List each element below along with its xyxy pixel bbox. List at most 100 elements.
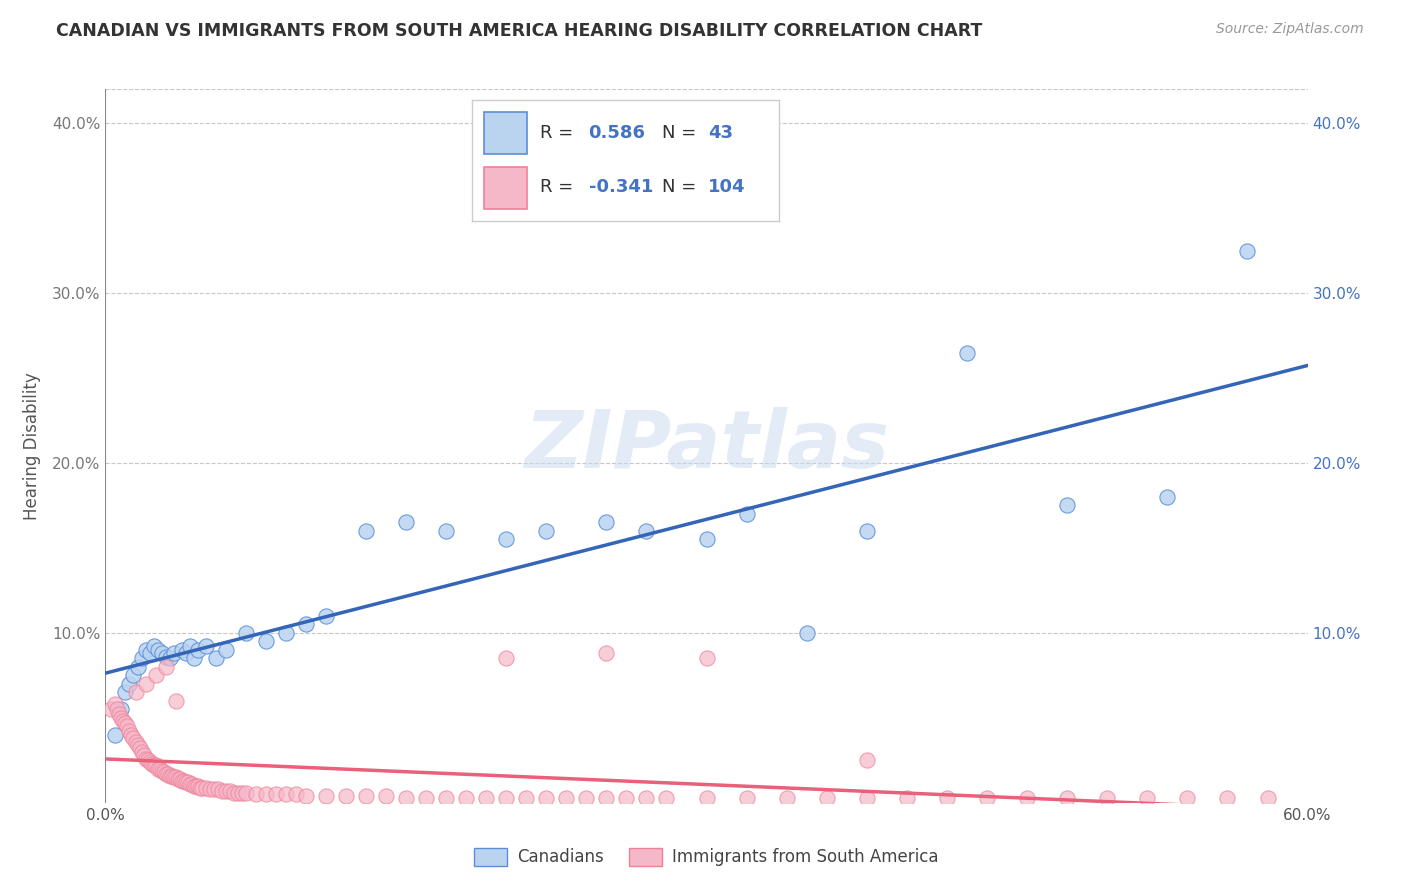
Point bbox=[374, 789, 398, 803]
Point bbox=[284, 787, 307, 801]
Point bbox=[198, 782, 221, 797]
Point bbox=[1236, 244, 1258, 258]
Point bbox=[121, 728, 143, 742]
Point bbox=[146, 762, 169, 776]
Point bbox=[150, 646, 173, 660]
Point bbox=[118, 724, 141, 739]
Point bbox=[166, 772, 188, 786]
Point bbox=[315, 608, 337, 623]
Point bbox=[776, 790, 799, 805]
Point bbox=[127, 738, 149, 752]
Point bbox=[1097, 790, 1119, 805]
Point bbox=[117, 719, 139, 733]
Point bbox=[152, 765, 174, 780]
Text: Source: ZipAtlas.com: Source: ZipAtlas.com bbox=[1216, 22, 1364, 37]
Point bbox=[495, 790, 517, 805]
Point bbox=[264, 787, 287, 801]
Point bbox=[335, 789, 357, 803]
Point bbox=[495, 533, 517, 547]
Point bbox=[855, 753, 877, 767]
Point bbox=[495, 651, 517, 665]
Point bbox=[254, 787, 277, 801]
Point bbox=[122, 731, 145, 746]
Point bbox=[395, 790, 418, 805]
Y-axis label: Hearing Disability: Hearing Disability bbox=[22, 372, 41, 520]
Point bbox=[245, 787, 267, 801]
Point bbox=[173, 773, 195, 788]
Point bbox=[235, 626, 257, 640]
Point bbox=[1056, 790, 1078, 805]
Point bbox=[110, 702, 132, 716]
Point bbox=[226, 786, 249, 800]
Point bbox=[135, 751, 157, 765]
Point bbox=[214, 784, 236, 798]
Point bbox=[132, 748, 155, 763]
Point bbox=[131, 745, 153, 759]
Point bbox=[170, 643, 193, 657]
Point bbox=[295, 789, 318, 803]
Point bbox=[108, 707, 131, 722]
Point bbox=[735, 790, 758, 805]
Point bbox=[104, 698, 127, 712]
Point bbox=[936, 790, 959, 805]
Point bbox=[235, 786, 257, 800]
Point bbox=[156, 767, 179, 781]
Point bbox=[254, 634, 277, 648]
Point bbox=[135, 677, 157, 691]
Point bbox=[815, 790, 838, 805]
Point bbox=[696, 651, 718, 665]
Point bbox=[159, 651, 181, 665]
Point bbox=[204, 651, 226, 665]
Point bbox=[160, 769, 183, 783]
Point bbox=[515, 790, 537, 805]
Point bbox=[595, 790, 617, 805]
Point bbox=[179, 777, 201, 791]
Text: ZIPatlas: ZIPatlas bbox=[524, 407, 889, 485]
Point bbox=[194, 640, 217, 654]
Point bbox=[555, 790, 578, 805]
Point bbox=[159, 769, 181, 783]
Point bbox=[1177, 790, 1199, 805]
Point bbox=[131, 651, 153, 665]
Point bbox=[124, 685, 146, 699]
Point bbox=[434, 524, 457, 538]
Point bbox=[104, 728, 127, 742]
Point bbox=[1156, 490, 1178, 504]
Point bbox=[855, 790, 877, 805]
Point bbox=[183, 651, 205, 665]
Point bbox=[138, 755, 160, 769]
Point bbox=[141, 756, 163, 771]
Point bbox=[395, 516, 418, 530]
Point bbox=[231, 786, 253, 800]
Point bbox=[176, 775, 198, 789]
Point bbox=[1136, 790, 1159, 805]
Point bbox=[110, 711, 132, 725]
Point bbox=[145, 668, 167, 682]
Point bbox=[214, 643, 236, 657]
Point bbox=[696, 790, 718, 805]
Point bbox=[124, 734, 146, 748]
Point bbox=[150, 764, 173, 778]
Point bbox=[636, 524, 658, 538]
Point bbox=[188, 780, 211, 795]
Point bbox=[170, 773, 193, 788]
Point bbox=[595, 646, 617, 660]
Point bbox=[190, 780, 212, 795]
Point bbox=[616, 790, 638, 805]
Point bbox=[162, 646, 184, 660]
Point bbox=[155, 767, 177, 781]
Point bbox=[183, 779, 205, 793]
Point bbox=[956, 345, 979, 359]
Point bbox=[354, 524, 377, 538]
Point bbox=[136, 753, 159, 767]
Point bbox=[696, 533, 718, 547]
Point bbox=[211, 784, 233, 798]
Point bbox=[274, 787, 297, 801]
Point bbox=[180, 777, 202, 791]
Point bbox=[1216, 790, 1239, 805]
Point bbox=[207, 782, 229, 797]
Point bbox=[595, 516, 617, 530]
Point bbox=[1017, 790, 1039, 805]
Point bbox=[162, 770, 184, 784]
Point bbox=[1056, 499, 1078, 513]
